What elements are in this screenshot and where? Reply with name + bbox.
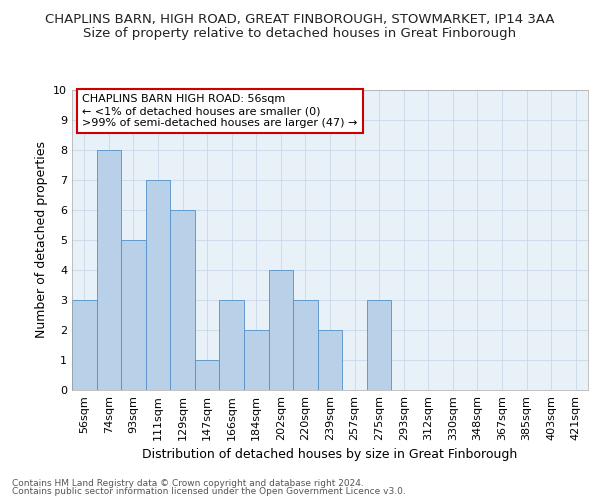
Bar: [195, 360, 220, 390]
Bar: [170, 210, 195, 390]
Y-axis label: Number of detached properties: Number of detached properties: [35, 142, 47, 338]
Bar: [146, 180, 170, 390]
Bar: [72, 300, 97, 390]
Bar: [244, 330, 269, 390]
Bar: [220, 300, 244, 390]
Bar: [367, 300, 391, 390]
Bar: [121, 240, 146, 390]
Text: Contains HM Land Registry data © Crown copyright and database right 2024.: Contains HM Land Registry data © Crown c…: [12, 478, 364, 488]
Bar: [318, 330, 342, 390]
Text: Contains public sector information licensed under the Open Government Licence v3: Contains public sector information licen…: [12, 487, 406, 496]
Bar: [293, 300, 318, 390]
Text: Size of property relative to detached houses in Great Finborough: Size of property relative to detached ho…: [83, 28, 517, 40]
Text: CHAPLINS BARN HIGH ROAD: 56sqm
← <1% of detached houses are smaller (0)
>99% of : CHAPLINS BARN HIGH ROAD: 56sqm ← <1% of …: [82, 94, 358, 128]
Bar: [269, 270, 293, 390]
Bar: [97, 150, 121, 390]
Text: CHAPLINS BARN, HIGH ROAD, GREAT FINBOROUGH, STOWMARKET, IP14 3AA: CHAPLINS BARN, HIGH ROAD, GREAT FINBOROU…: [45, 12, 555, 26]
X-axis label: Distribution of detached houses by size in Great Finborough: Distribution of detached houses by size …: [142, 448, 518, 461]
